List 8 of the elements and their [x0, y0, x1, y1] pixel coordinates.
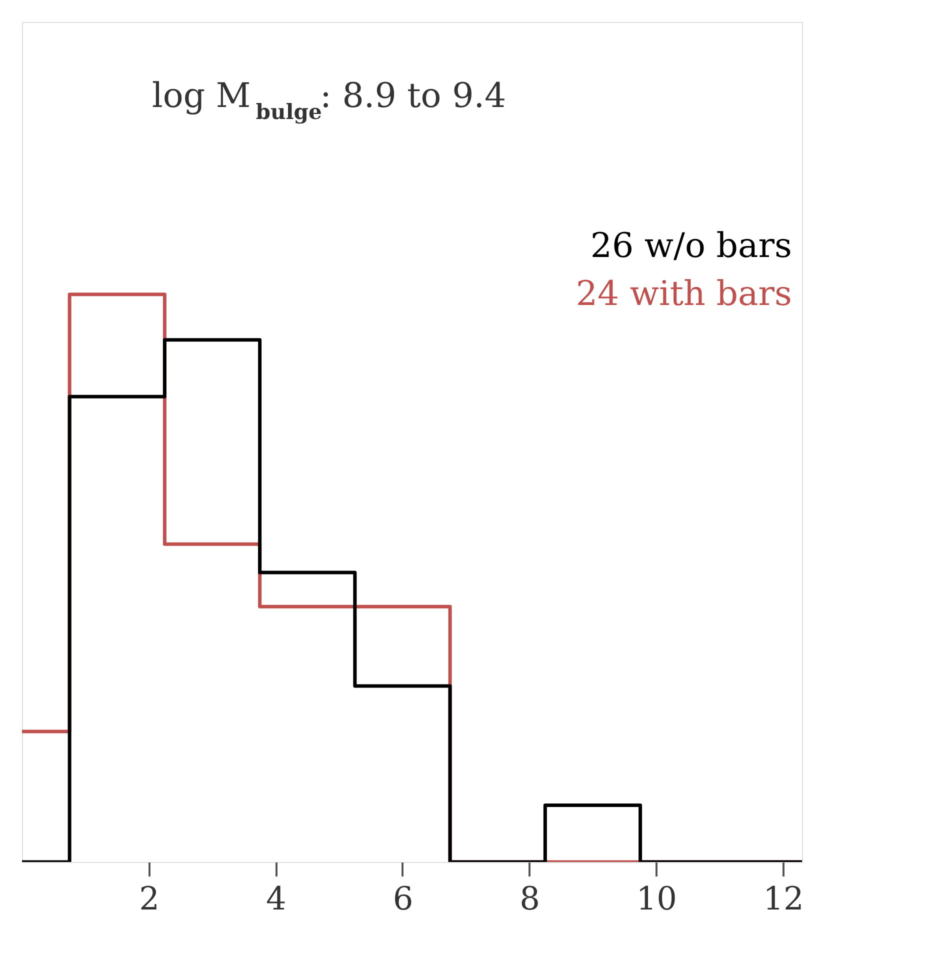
x-tick-label: 10 — [636, 880, 678, 918]
x-tick-label: 8 — [520, 880, 540, 918]
x-tick-label: 4 — [266, 880, 286, 918]
text: 24 with bars — [576, 274, 792, 314]
x-tick-label: 12 — [763, 880, 804, 918]
x-tick-label: 2 — [139, 880, 160, 918]
x-tick-label: 6 — [392, 880, 414, 918]
text: 26 w/o bars — [590, 226, 792, 266]
